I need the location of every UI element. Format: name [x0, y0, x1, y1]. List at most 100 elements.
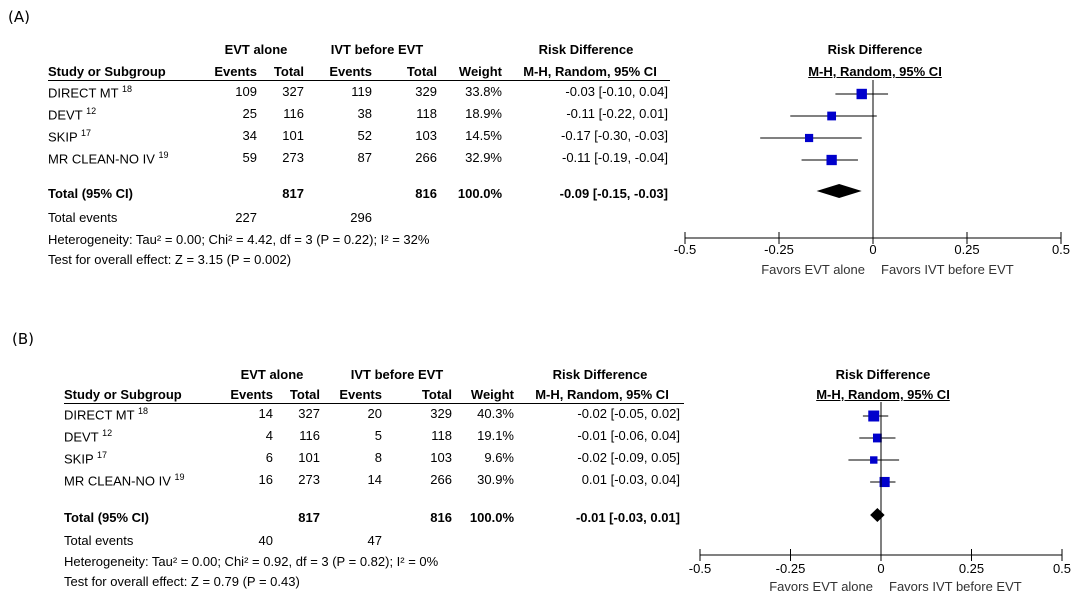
total1-cell: 116	[299, 428, 320, 443]
total-events2: 47	[367, 533, 382, 548]
events2-cell: 119	[351, 84, 372, 99]
total-events-label: Total events	[48, 210, 118, 225]
events2-cell: 14	[367, 472, 382, 487]
events2-cell: 52	[357, 128, 372, 143]
total2-value: 816	[415, 186, 437, 201]
study-name: DIRECT MT 18	[48, 84, 132, 100]
study-estimate-marker	[879, 476, 890, 488]
effect-header: Risk Difference	[552, 367, 648, 382]
study-name-text: DIRECT MT	[64, 407, 135, 423]
method-header: M-H, Random, 95% CI	[535, 387, 669, 402]
total1-cell: 327	[298, 406, 320, 421]
weight-cell: 9.6%	[484, 450, 514, 465]
favors-left-label: Favors EVT alone	[769, 579, 873, 594]
study-name-text: DEVT	[48, 107, 83, 123]
x-tick-label: -0.25	[764, 242, 794, 257]
overall-effect-text: Test for overall effect: Z = 0.79 (P = 0…	[64, 574, 300, 589]
total1-cell: 327	[282, 84, 304, 99]
ci-cell: 0.01 [-0.03, 0.04]	[581, 472, 680, 487]
pooled-estimate-diamond	[870, 508, 885, 522]
total1-cell: 116	[283, 106, 304, 121]
study-name-text: MR CLEAN-NO IV	[64, 473, 171, 489]
study-name: MR CLEAN-NO IV 19	[64, 472, 185, 488]
pooled-estimate-diamond	[816, 184, 862, 198]
events1-cell: 16	[258, 472, 273, 487]
group1-header: EVT alone	[224, 42, 288, 57]
x-tick-label: 0	[869, 242, 876, 257]
favors-right-label: Favors IVT before EVT	[889, 579, 1022, 594]
study-reference: 12	[86, 106, 97, 116]
study-name: DEVT 12	[48, 106, 96, 122]
heterogeneity-text: Heterogeneity: Tau² = 0.00; Chi² = 4.42,…	[48, 232, 430, 247]
total-events2: 296	[350, 210, 372, 225]
total2-cell: 103	[415, 128, 437, 143]
x-tick-label: 0.25	[959, 561, 984, 576]
x-tick-label: -0.5	[674, 242, 696, 257]
group1-header: EVT alone	[240, 367, 304, 382]
study-reference: 17	[97, 450, 108, 460]
x-tick-label: -0.5	[689, 561, 711, 576]
total1-value: 817	[282, 186, 304, 201]
weight-cell: 33.8%	[465, 84, 502, 99]
ci-cell: -0.02 [-0.05, 0.02]	[577, 406, 680, 421]
ci-cell: -0.02 [-0.09, 0.05]	[577, 450, 680, 465]
study-reference: 19	[158, 150, 169, 160]
plot-method: M-H, Random, 95% CI	[816, 387, 950, 402]
total2-header: Total	[421, 387, 452, 402]
total1-cell: 101	[282, 128, 304, 143]
overall-effect-text: Test for overall effect: Z = 3.15 (P = 0…	[48, 252, 292, 267]
total2-value: 816	[430, 510, 452, 525]
x-tick-label: 0.25	[954, 242, 979, 257]
total1-value: 817	[298, 510, 320, 525]
total-label: Total (95% CI)	[48, 186, 133, 201]
total1-cell: 101	[298, 450, 320, 465]
weight-header: Weight	[470, 387, 514, 402]
total2-cell: 118	[416, 106, 437, 121]
study-estimate-marker	[868, 410, 880, 422]
ci-cell: -0.01 [-0.06, 0.04]	[577, 428, 680, 443]
header-rule	[48, 80, 670, 81]
effect-header: Risk Difference	[538, 42, 634, 57]
events1-cell: 14	[258, 406, 273, 421]
weight-cell: 32.9%	[465, 150, 502, 165]
study-name: SKIP 17	[64, 450, 107, 466]
total2-header: Total	[406, 64, 437, 79]
study-col-header: Study or Subgroup	[64, 387, 182, 402]
total2-cell: 329	[415, 84, 437, 99]
forest-plot-b: -0.5 -0.25 0 0.25 0.5 Favors EVT alone Favors …	[689, 402, 1071, 594]
study-estimate-marker	[870, 456, 878, 464]
weight-cell: 19.1%	[477, 428, 514, 443]
x-tick-label: 0	[877, 561, 884, 576]
total2-cell: 103	[430, 450, 452, 465]
events2-header: Events	[329, 64, 372, 79]
total1-header: Total	[273, 64, 304, 79]
events1-cell: 4	[265, 428, 273, 443]
study-name-text: SKIP	[64, 451, 94, 467]
x-tick-label: -0.25	[776, 561, 806, 576]
study-estimate-marker	[856, 88, 867, 100]
events1-cell: 34	[242, 128, 257, 143]
events1-header: Events	[214, 64, 257, 79]
total1-header: Total	[289, 387, 320, 402]
study-reference: 19	[174, 472, 185, 482]
plot-method: M-H, Random, 95% CI	[808, 64, 942, 79]
study-name-text: SKIP	[48, 129, 78, 145]
events2-cell: 8	[374, 450, 382, 465]
weight-cell: 30.9%	[477, 472, 514, 487]
events2-cell: 87	[357, 150, 372, 165]
ci-cell: -0.17 [-0.30, -0.03]	[561, 128, 668, 143]
total-label: Total (95% CI)	[64, 510, 149, 525]
events2-cell: 38	[357, 106, 372, 121]
study-reference: 17	[81, 128, 92, 138]
weight-cell: 18.9%	[465, 106, 502, 121]
study-name-text: DEVT	[64, 429, 99, 445]
ci-cell: -0.03 [-0.10, 0.04]	[565, 84, 668, 99]
study-name: DEVT 12	[64, 428, 112, 444]
study-estimate-marker	[826, 154, 837, 166]
total-ci: -0.01 [-0.03, 0.01]	[575, 510, 680, 525]
total2-cell: 118	[431, 428, 452, 443]
total2-cell: 266	[430, 472, 452, 487]
favors-left-label: Favors EVT alone	[761, 262, 865, 277]
study-name: MR CLEAN-NO IV 19	[48, 150, 169, 166]
study-estimate-marker	[827, 111, 837, 121]
